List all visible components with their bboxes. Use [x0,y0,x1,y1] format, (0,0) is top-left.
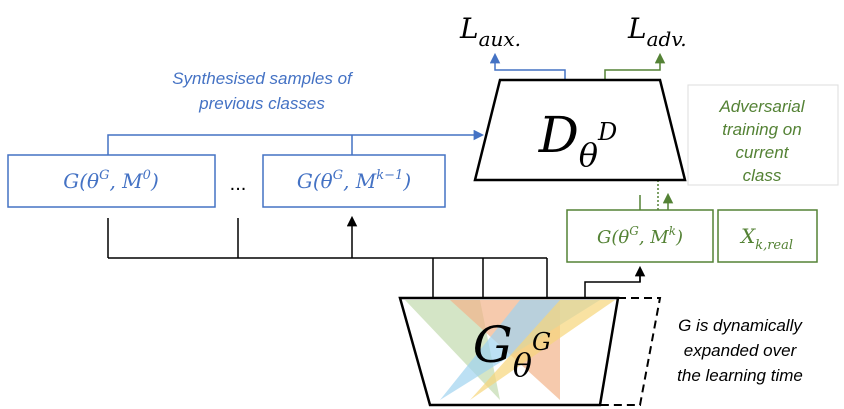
caption: expanded over [684,341,798,360]
loss-aux: Laux. [459,12,521,51]
caption: the learning time [677,366,803,385]
caption: Adversarial [718,97,805,116]
ellipsis: ... [230,173,247,195]
loss-adv: Ladv. [627,12,687,51]
caption: Synthesised samples of [172,69,354,88]
caption: current [736,143,790,162]
caption: training on [722,120,801,139]
caption: G is dynamically [678,316,803,335]
real-box [718,210,817,262]
caption: class [743,166,782,185]
caption: previous classes [198,94,325,113]
diagram: Laux. Ladv. Synthesised samples of previ… [0,0,844,409]
